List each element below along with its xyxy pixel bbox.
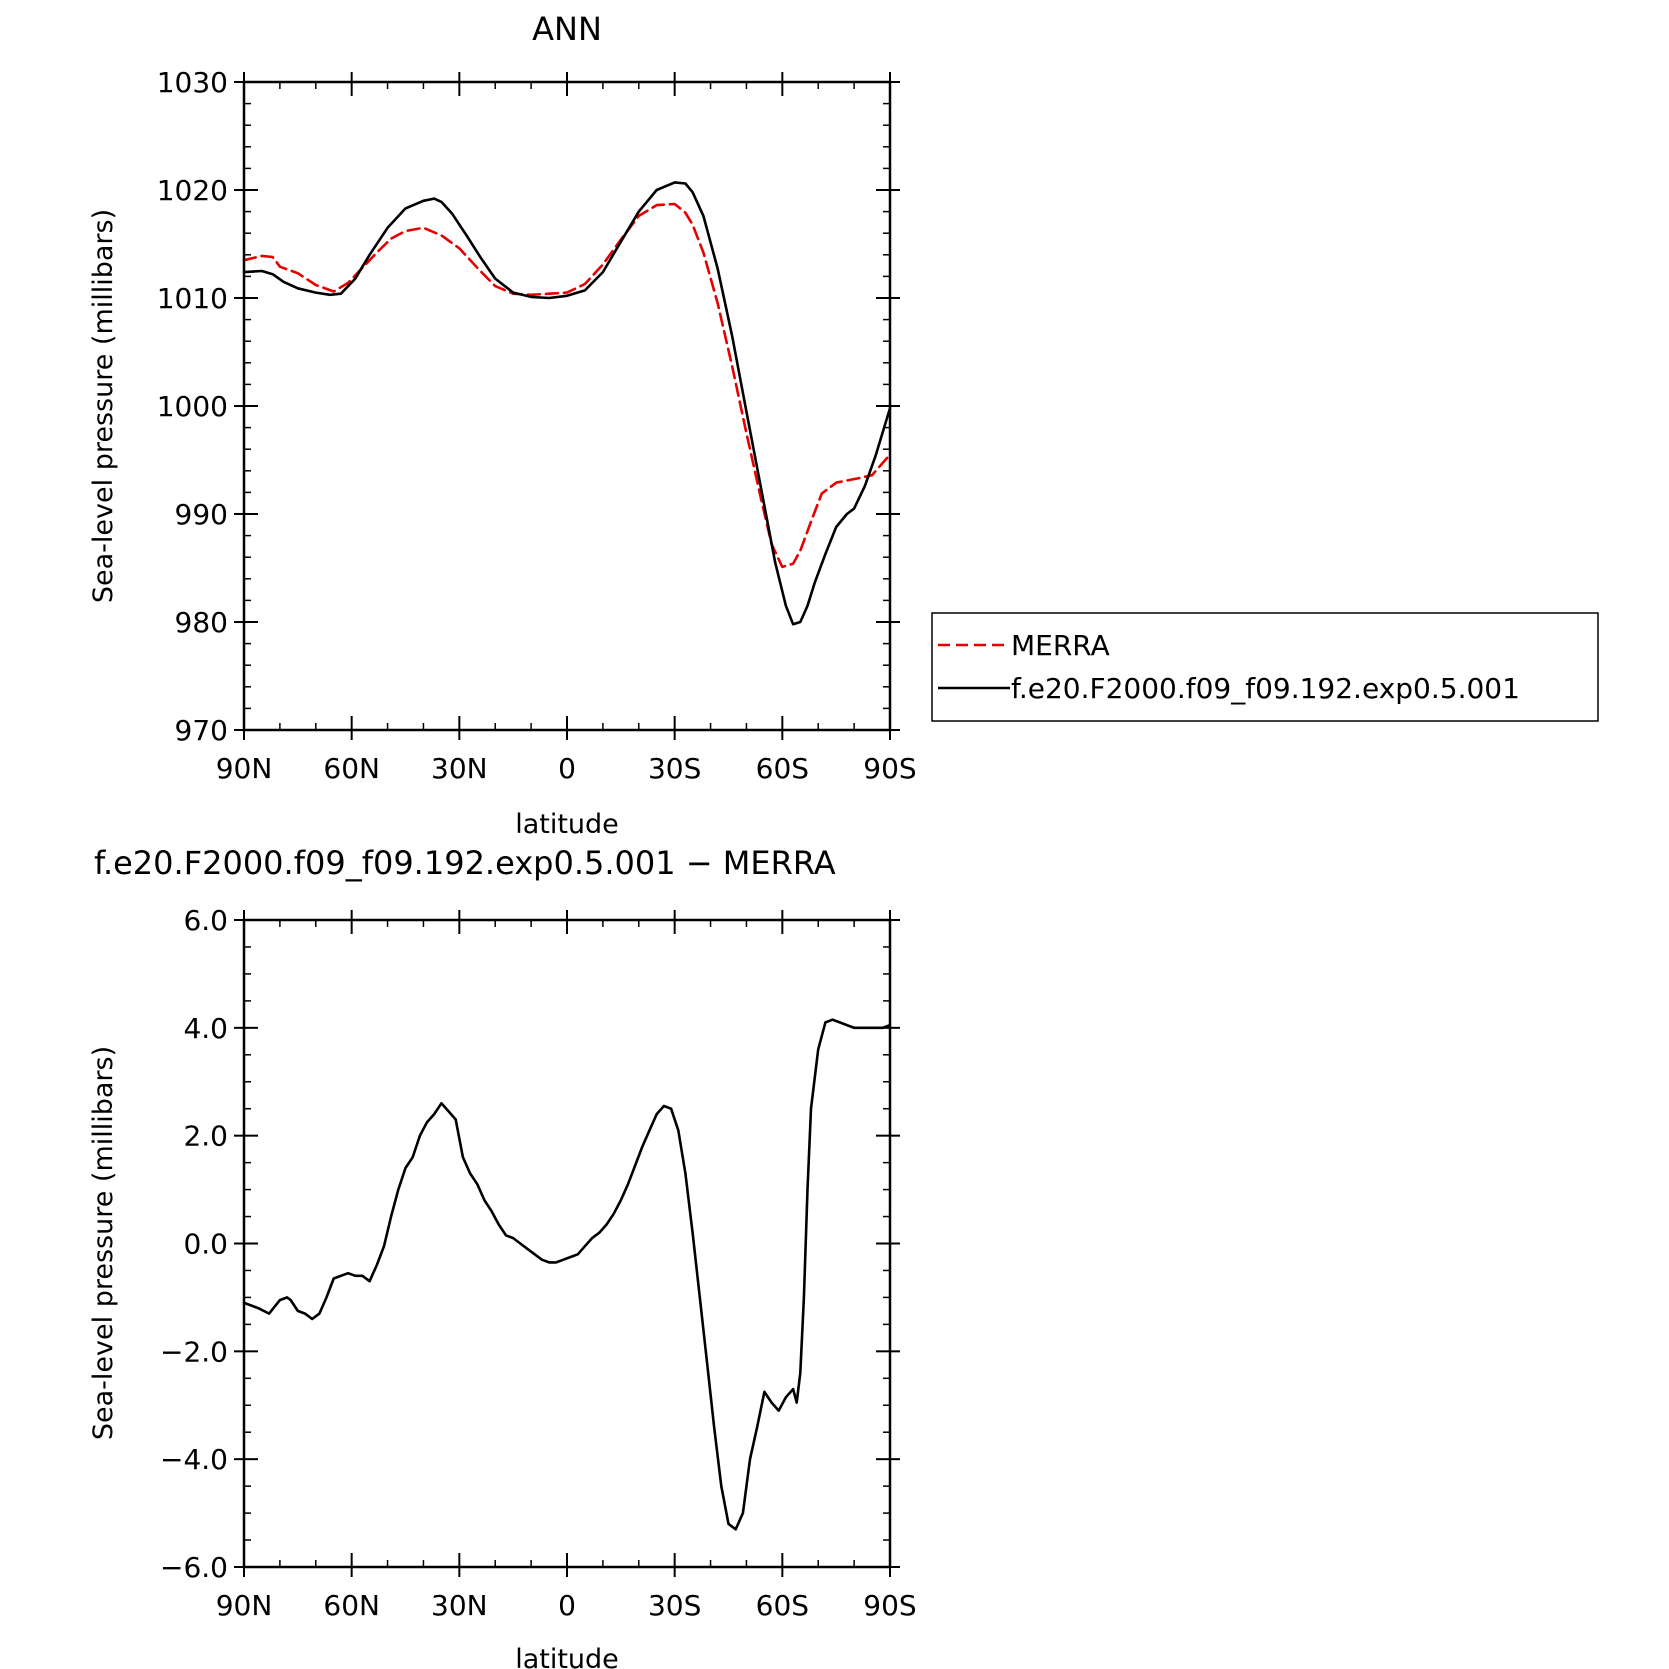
bottom-x-tick-label: 30S xyxy=(648,1589,701,1622)
bottom-x-tick-label: 90N xyxy=(216,1589,273,1622)
top-x-tick-label: 30N xyxy=(431,752,488,785)
bottom-series-lines xyxy=(242,1018,892,1531)
top-chart-title: ANN xyxy=(532,10,602,48)
legend-box xyxy=(931,612,1599,722)
top-y-axis-label: Sea-level pressure (millibars) xyxy=(88,209,119,603)
legend-model-label: f.e20.F2000.f09_f09.192.exp0.5.001 xyxy=(1011,672,1520,705)
legend: MERRA f.e20.F2000.f09_f09.192.exp0.5.001 xyxy=(931,612,1599,722)
top-y-tick-label: 1020 xyxy=(157,174,228,207)
bottom-y-tick-label: −6.0 xyxy=(160,1551,228,1584)
top-y-tick-label: 1010 xyxy=(157,282,228,315)
bottom-x-tick-label: 90S xyxy=(863,1589,916,1622)
top-y-tick-label: 1030 xyxy=(157,66,228,99)
bottom-y-tick-label: 6.0 xyxy=(183,904,228,937)
bottom-y-tick-label: −2.0 xyxy=(160,1335,228,1368)
top-y-ticks: 970 980 990 1000 1010 1020 1030 xyxy=(157,66,900,747)
bottom-panel: f.e20.F2000.f09_f09.192.exp0.5.001 − MER… xyxy=(88,844,917,1669)
bottom-x-tick-label: 60S xyxy=(756,1589,809,1622)
bottom-series-line-difference xyxy=(242,1018,892,1531)
top-y-tick-label: 980 xyxy=(175,606,228,639)
top-y-tick-label: 970 xyxy=(175,714,228,747)
top-minor-ticks xyxy=(244,82,890,730)
top-x-ticks: 90N 60N 30N 0 30S 60S 90S xyxy=(216,72,917,785)
bottom-x-tick-label: 30N xyxy=(431,1589,488,1622)
top-x-tick-label: 90S xyxy=(863,752,916,785)
top-x-tick-label: 60N xyxy=(323,752,380,785)
legend-merra-label: MERRA xyxy=(1011,629,1110,662)
bottom-y-tick-label: 4.0 xyxy=(183,1012,228,1045)
bottom-plot-frame xyxy=(242,918,892,1569)
top-series-line-merra xyxy=(242,202,892,569)
top-y-tick-label: 1000 xyxy=(157,390,228,423)
bottom-y-tick-label: −4.0 xyxy=(160,1443,228,1476)
bottom-x-tick-label: 0 xyxy=(558,1589,576,1622)
bottom-x-ticks: 90N 60N 30N 0 30S 60S 90S xyxy=(216,910,917,1622)
top-series-line-f-e20-f2000-f09-f09-192-exp0-5-001 xyxy=(242,181,892,626)
top-plot-frame xyxy=(242,80,892,732)
top-x-tick-label: 30S xyxy=(648,752,701,785)
bottom-x-axis-label: latitude xyxy=(515,1644,619,1669)
bottom-y-axis-label: Sea-level pressure (millibars) xyxy=(88,1046,119,1440)
bottom-y-tick-label: 2.0 xyxy=(183,1120,228,1153)
bottom-y-tick-label: 0.0 xyxy=(183,1228,228,1261)
bottom-chart-title: f.e20.F2000.f09_f09.192.exp0.5.001 − MER… xyxy=(94,844,836,882)
bottom-minor-ticks xyxy=(244,920,890,1567)
bottom-y-ticks: −6.0 −4.0 −2.0 0.0 2.0 4.0 6.0 xyxy=(160,904,900,1584)
top-series-lines xyxy=(242,181,892,626)
top-x-tick-label: 60S xyxy=(756,752,809,785)
top-x-tick-label: 0 xyxy=(558,752,576,785)
top-y-tick-label: 990 xyxy=(175,498,228,531)
top-x-tick-label: 90N xyxy=(216,752,273,785)
bottom-x-tick-label: 60N xyxy=(323,1589,380,1622)
top-panel: ANN 90N 60N 30N 0 30S 60S 90S 970 980 990 1000 101… xyxy=(88,10,917,840)
top-x-axis-label: latitude xyxy=(515,809,619,840)
